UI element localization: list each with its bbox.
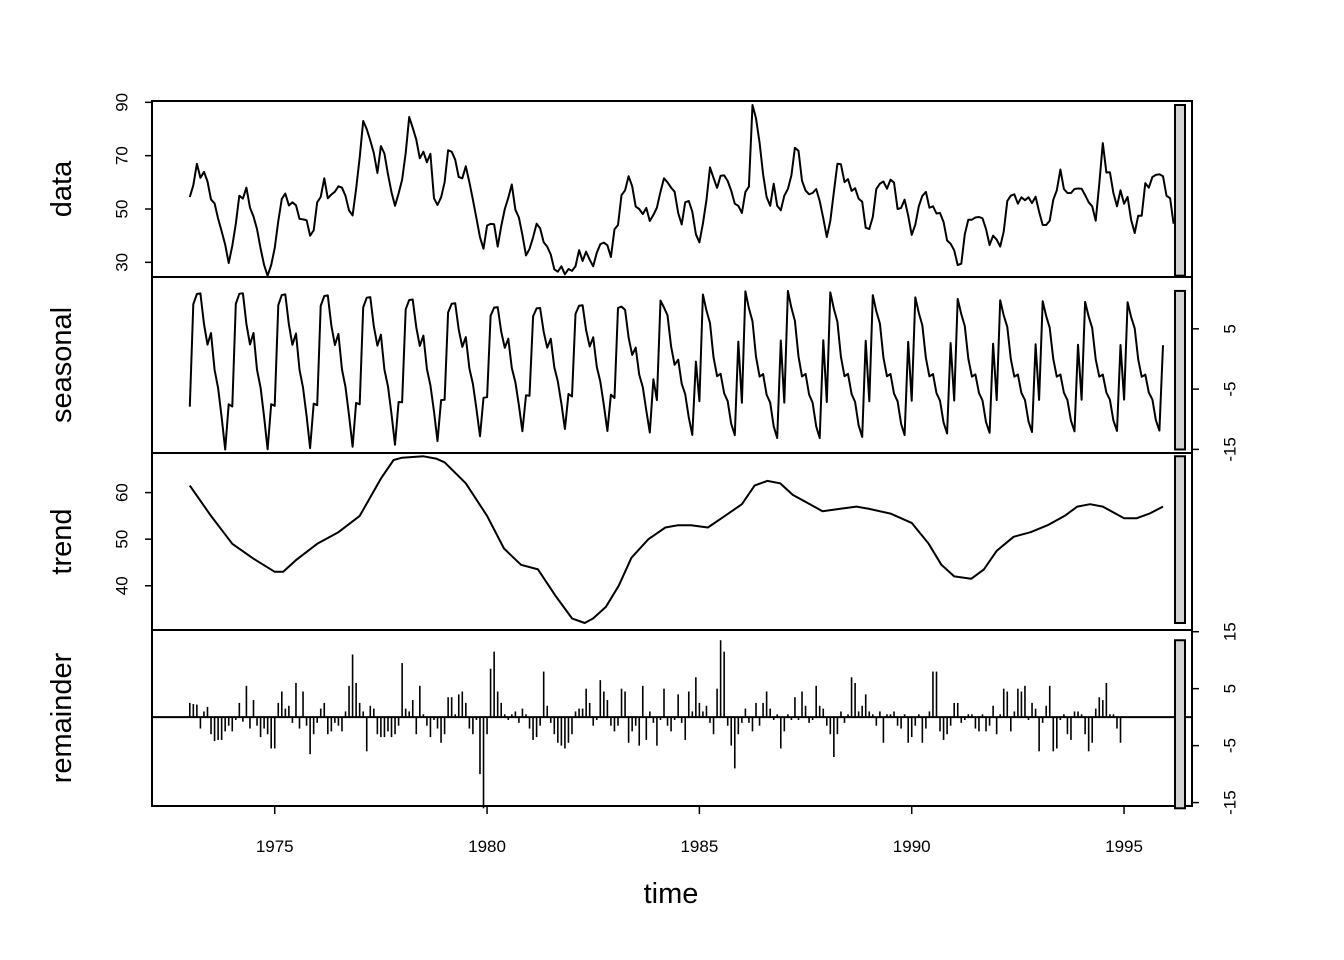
trend-series-line bbox=[188, 455, 1164, 624]
x-tick-label: 1995 bbox=[1105, 837, 1143, 856]
data-y-tick-label: 50 bbox=[113, 200, 132, 219]
panel-remainder: -15 -5 5 15 remainder bbox=[46, 622, 1240, 815]
trend-y-tick-label: 40 bbox=[113, 576, 132, 595]
trend-y-tick-label: 60 bbox=[113, 483, 132, 502]
seasonal-y-tick-label: -5 bbox=[1221, 382, 1240, 397]
panel-data: 30 50 70 90 data bbox=[46, 93, 1193, 278]
remainder-range-bar bbox=[1174, 639, 1186, 810]
seasonal-panel-label: seasonal bbox=[46, 307, 78, 423]
panel-seasonal: -15 -5 5 seasonal bbox=[46, 276, 1240, 462]
x-axis-title: time bbox=[644, 878, 699, 910]
data-y-tick-label: 30 bbox=[113, 253, 132, 272]
remainder-y-tick-label: 5 bbox=[1221, 684, 1240, 693]
data-series-line bbox=[188, 104, 1175, 277]
trend-range-bar bbox=[1174, 455, 1186, 625]
data-panel-label: data bbox=[46, 160, 78, 217]
seasonal-y-tick-label: -15 bbox=[1221, 437, 1240, 462]
panel-trend: 40 50 60 trend bbox=[46, 452, 1193, 631]
trend-panel-label: trend bbox=[46, 508, 78, 574]
seasonal-range-bar bbox=[1174, 289, 1186, 451]
remainder-y-tick-label: -5 bbox=[1221, 738, 1240, 753]
seasonal-series-line bbox=[188, 289, 1164, 451]
x-tick-label: 1985 bbox=[680, 837, 718, 856]
data-y-tick-label: 70 bbox=[113, 146, 132, 165]
remainder-y-tick-label: -15 bbox=[1221, 790, 1240, 815]
x-axis: 1975 1980 1985 1990 1995 bbox=[256, 806, 1143, 856]
x-tick-label: 1990 bbox=[893, 837, 931, 856]
remainder-y-tick-label: 15 bbox=[1221, 622, 1240, 641]
trend-panel-frame bbox=[151, 452, 1193, 631]
x-tick-label: 1980 bbox=[468, 837, 506, 856]
trend-y-tick-label: 50 bbox=[113, 530, 132, 549]
data-y-tick-label: 90 bbox=[113, 93, 132, 112]
x-tick-label: 1975 bbox=[256, 837, 294, 856]
seasonal-y-tick-label: 5 bbox=[1221, 324, 1240, 333]
data-range-bar bbox=[1174, 104, 1186, 277]
remainder-panel-label: remainder bbox=[46, 652, 78, 783]
